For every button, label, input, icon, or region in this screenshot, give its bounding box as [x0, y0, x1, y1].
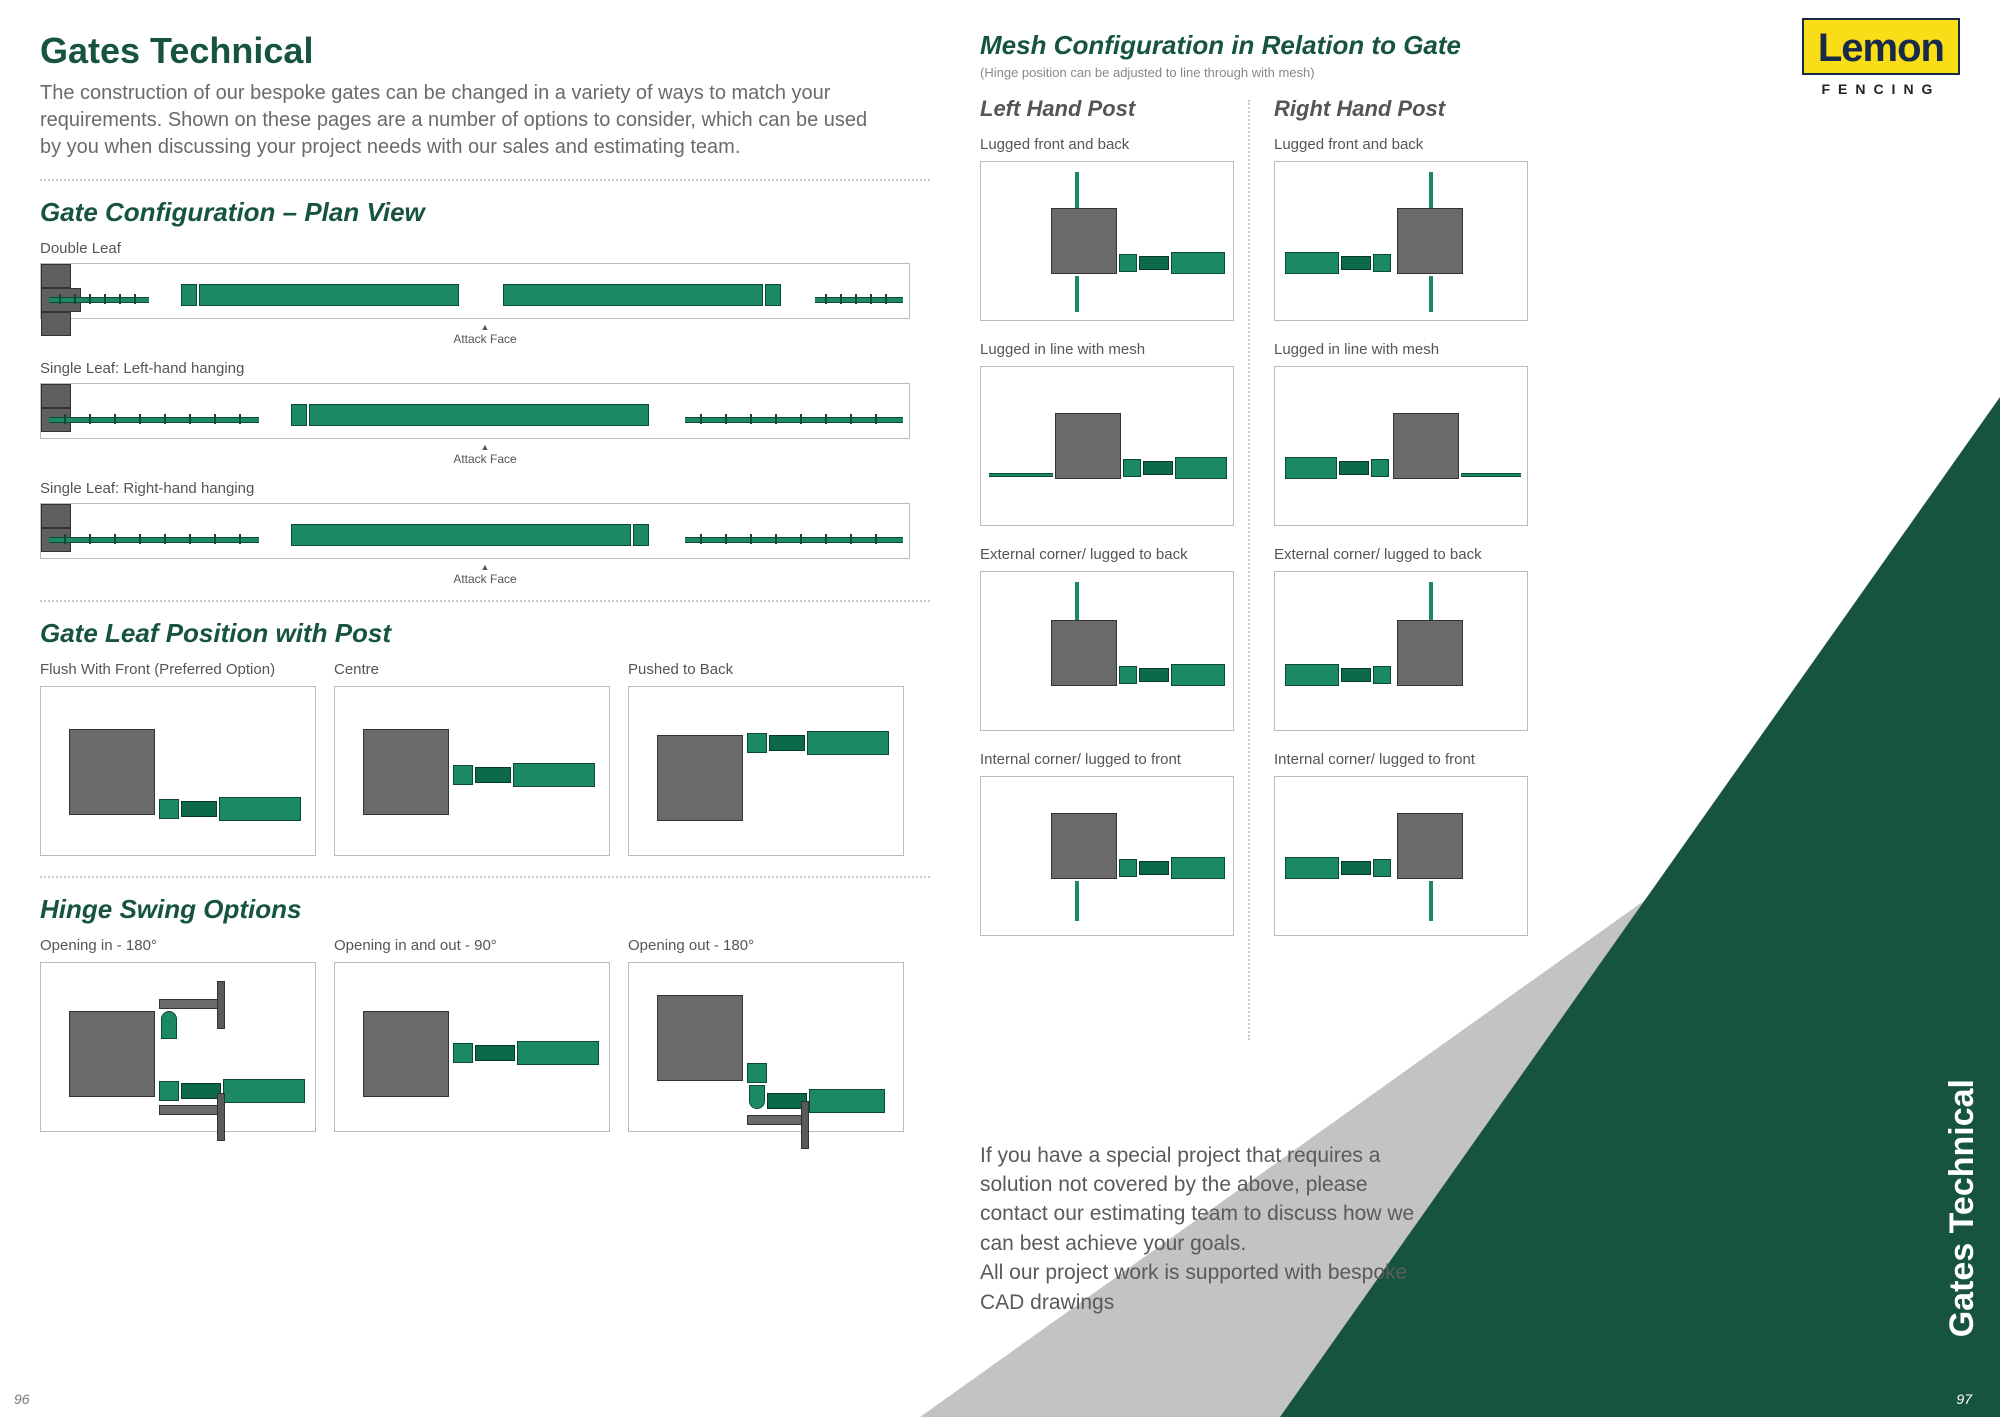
section-leafpos-heading: Gate Leaf Position with Post — [40, 618, 930, 649]
mesh-diagram-r1 — [1274, 366, 1528, 526]
vertical-separator — [1248, 100, 1250, 1040]
mesh-diagram-r0 — [1274, 161, 1528, 321]
attack-0: Attack Face — [40, 323, 930, 346]
hinge-label-2: Opening out - 180° — [628, 937, 904, 954]
attack-2: Attack Face — [40, 563, 930, 586]
plan-diagram-left — [40, 383, 910, 439]
mesh-diagram-l1 — [980, 366, 1234, 526]
attack-1: Attack Face — [40, 443, 930, 466]
leafpos-row: Flush With Front (Preferred Option) Cent… — [40, 661, 930, 856]
mesh-col-right: Right Hand Post Lugged front and back Lu… — [1274, 96, 1528, 956]
mesh-col-title-1: Right Hand Post — [1274, 96, 1528, 122]
mesh-diagram-l3 — [980, 776, 1234, 936]
mesh-diagram-r2 — [1274, 571, 1528, 731]
section-hinge-heading: Hinge Swing Options — [40, 894, 930, 925]
mesh-l-3: Internal corner/ lugged to front — [980, 751, 1234, 768]
hinge-row: Opening in - 180° Opening in and out - 9… — [40, 937, 930, 1132]
mesh-l-1: Lugged in line with mesh — [980, 341, 1234, 358]
separator — [40, 179, 930, 181]
leafpos-label-1: Centre — [334, 661, 610, 678]
logo-badge: Lemon — [1802, 18, 1960, 75]
plan-diagram-right — [40, 503, 910, 559]
separator — [40, 876, 930, 878]
mesh-diagram-l0 — [980, 161, 1234, 321]
section-mesh-heading: Mesh Configuration in Relation to Gate — [980, 30, 1540, 61]
hinge-diagram-0 — [40, 962, 316, 1132]
hinge-label-1: Opening in and out - 90° — [334, 937, 610, 954]
mesh-col-title-0: Left Hand Post — [980, 96, 1234, 122]
mesh-note: (Hinge position can be adjusted to line … — [980, 65, 1540, 80]
hinge-diagram-1 — [334, 962, 610, 1132]
logo-sub: FENCING — [1802, 81, 1960, 97]
callout-text: If you have a special project that requi… — [980, 1141, 1440, 1317]
page-number-right: 97 — [1956, 1391, 1972, 1407]
hinge-diagram-2 — [628, 962, 904, 1132]
separator — [40, 600, 930, 602]
mesh-r-1: Lugged in line with mesh — [1274, 341, 1528, 358]
leafpos-label-2: Pushed to Back — [628, 661, 904, 678]
page: Lemon FENCING Gates Technical The constr… — [0, 0, 2000, 1417]
mesh-r-2: External corner/ lugged to back — [1274, 546, 1528, 563]
leafpos-diagram-centre — [334, 686, 610, 856]
logo: Lemon FENCING — [1802, 18, 1960, 97]
plan-diagram-double — [40, 263, 910, 319]
plan-label-0: Double Leaf — [40, 240, 930, 257]
leafpos-diagram-back — [628, 686, 904, 856]
mesh-l-0: Lugged front and back — [980, 136, 1234, 153]
leafpos-label-0: Flush With Front (Preferred Option) — [40, 661, 316, 678]
section-plan-heading: Gate Configuration – Plan View — [40, 197, 930, 228]
page-number-left: 96 — [14, 1391, 30, 1407]
mesh-diagram-l2 — [980, 571, 1234, 731]
left-column: Gates Technical The construction of our … — [40, 30, 930, 1132]
hinge-label-0: Opening in - 180° — [40, 937, 316, 954]
plan-label-2: Single Leaf: Right-hand hanging — [40, 480, 930, 497]
logo-text: Lemon — [1818, 26, 1944, 70]
mesh-grid: Left Hand Post Lugged front and back Lug… — [980, 96, 1540, 956]
plan-label-1: Single Leaf: Left-hand hanging — [40, 360, 930, 377]
mesh-diagram-r3 — [1274, 776, 1528, 936]
mesh-l-2: External corner/ lugged to back — [980, 546, 1234, 563]
mesh-col-left: Left Hand Post Lugged front and back Lug… — [980, 96, 1234, 956]
right-column: Mesh Configuration in Relation to Gate (… — [980, 30, 1540, 956]
mesh-r-0: Lugged front and back — [1274, 136, 1528, 153]
intro-text: The construction of our bespoke gates ca… — [40, 80, 870, 161]
page-title: Gates Technical — [40, 30, 930, 72]
mesh-r-3: Internal corner/ lugged to front — [1274, 751, 1528, 768]
leafpos-diagram-flush — [40, 686, 316, 856]
